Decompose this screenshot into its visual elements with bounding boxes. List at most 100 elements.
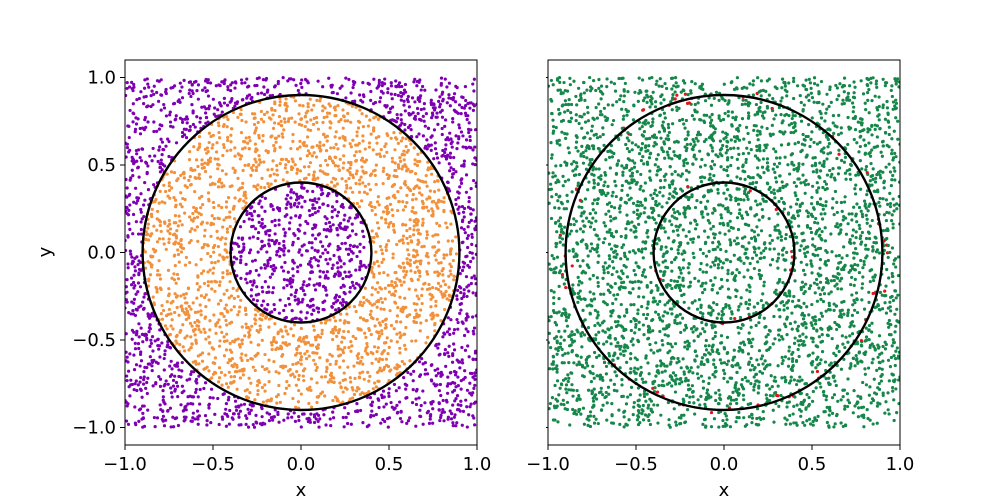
scatter-point [205, 423, 209, 427]
scatter-point [402, 332, 406, 336]
scatter-point [865, 221, 869, 225]
scatter-point [394, 79, 398, 83]
scatter-point [434, 304, 438, 308]
scatter-point [331, 337, 335, 342]
scatter-point [398, 278, 402, 282]
scatter-point [283, 231, 287, 235]
scatter-point [210, 261, 214, 265]
scatter-point [203, 228, 207, 232]
scatter-point [588, 249, 592, 253]
scatter-point [273, 322, 277, 326]
scatter-point [437, 261, 441, 265]
scatter-point [274, 238, 279, 243]
scatter-point [168, 346, 173, 350]
scatter-point [199, 313, 203, 317]
scatter-point [199, 330, 203, 334]
scatter-point [240, 342, 244, 346]
scatter-point [449, 272, 453, 276]
scatter-point [724, 249, 728, 254]
scatter-point [226, 87, 230, 92]
scatter-point [656, 312, 661, 317]
scatter-point [357, 205, 362, 209]
scatter-point [333, 105, 337, 109]
scatter-point [378, 357, 382, 361]
scatter-point [158, 220, 162, 224]
scatter-point [377, 337, 381, 341]
scatter-point [324, 423, 328, 427]
scatter-point [894, 296, 898, 300]
scatter-point [396, 306, 400, 310]
scatter-point [243, 334, 247, 338]
scatter-point [801, 421, 805, 425]
scatter-point [345, 387, 349, 391]
scatter-point [229, 89, 233, 93]
scatter-point [337, 223, 341, 227]
scatter-point [329, 371, 334, 375]
scatter-point [293, 120, 297, 124]
scatter-point [464, 173, 469, 177]
scatter-point [336, 248, 340, 252]
scatter-point [350, 344, 354, 348]
scatter-point [318, 144, 322, 148]
scatter-point [197, 320, 201, 324]
scatter-point [444, 289, 448, 294]
scatter-point [670, 157, 674, 161]
scatter-point [322, 115, 326, 120]
scatter-point [171, 125, 175, 129]
scatter-point [298, 336, 302, 340]
scatter-point [160, 303, 164, 308]
scatter-point [378, 244, 383, 249]
scatter-point [713, 365, 718, 369]
scatter-point [465, 254, 469, 258]
y-tick-label: 0.5 [87, 155, 116, 176]
scatter-point [209, 387, 214, 391]
scatter-point [138, 285, 143, 289]
scatter-point [652, 351, 656, 355]
scatter-point [298, 145, 302, 149]
scatter-point [414, 259, 418, 263]
scatter-point [226, 85, 230, 89]
scatter-point [594, 211, 598, 215]
scatter-point [751, 93, 756, 97]
scatter-point [436, 233, 440, 237]
scatter-point [382, 82, 387, 86]
scatter-point [458, 311, 462, 315]
scatter-point [143, 365, 147, 369]
scatter-point [803, 254, 808, 259]
scatter-point [303, 367, 307, 371]
scatter-point [349, 163, 353, 167]
scatter-point [414, 320, 419, 325]
scatter-point [719, 334, 724, 338]
scatter-point [181, 323, 185, 327]
scatter-point [548, 171, 551, 175]
scatter-point [322, 132, 326, 136]
scatter-point [334, 130, 338, 134]
scatter-point [299, 355, 304, 359]
scatter-point [247, 93, 252, 97]
scatter-point [192, 216, 197, 220]
scatter-point [283, 260, 287, 265]
scatter-point [620, 164, 624, 168]
scatter-point [468, 101, 472, 105]
scatter-point [195, 409, 200, 413]
scatter-point [787, 345, 791, 349]
scatter-point [448, 249, 453, 254]
scatter-point [358, 327, 362, 331]
scatter-point [292, 191, 296, 195]
scatter-point [341, 166, 345, 170]
scatter-point [456, 288, 460, 292]
scatter-point [358, 268, 362, 272]
scatter-point [312, 324, 316, 328]
scatter-point [842, 76, 847, 80]
scatter-point [307, 172, 311, 177]
scatter-point [398, 400, 402, 404]
scatter-point [617, 206, 622, 210]
scatter-point [402, 103, 406, 107]
scatter-point [218, 325, 222, 329]
scatter-point [262, 160, 266, 164]
scatter-point [214, 331, 218, 335]
scatter-point [836, 133, 841, 137]
scatter-point [352, 392, 357, 397]
scatter-point [307, 209, 311, 213]
